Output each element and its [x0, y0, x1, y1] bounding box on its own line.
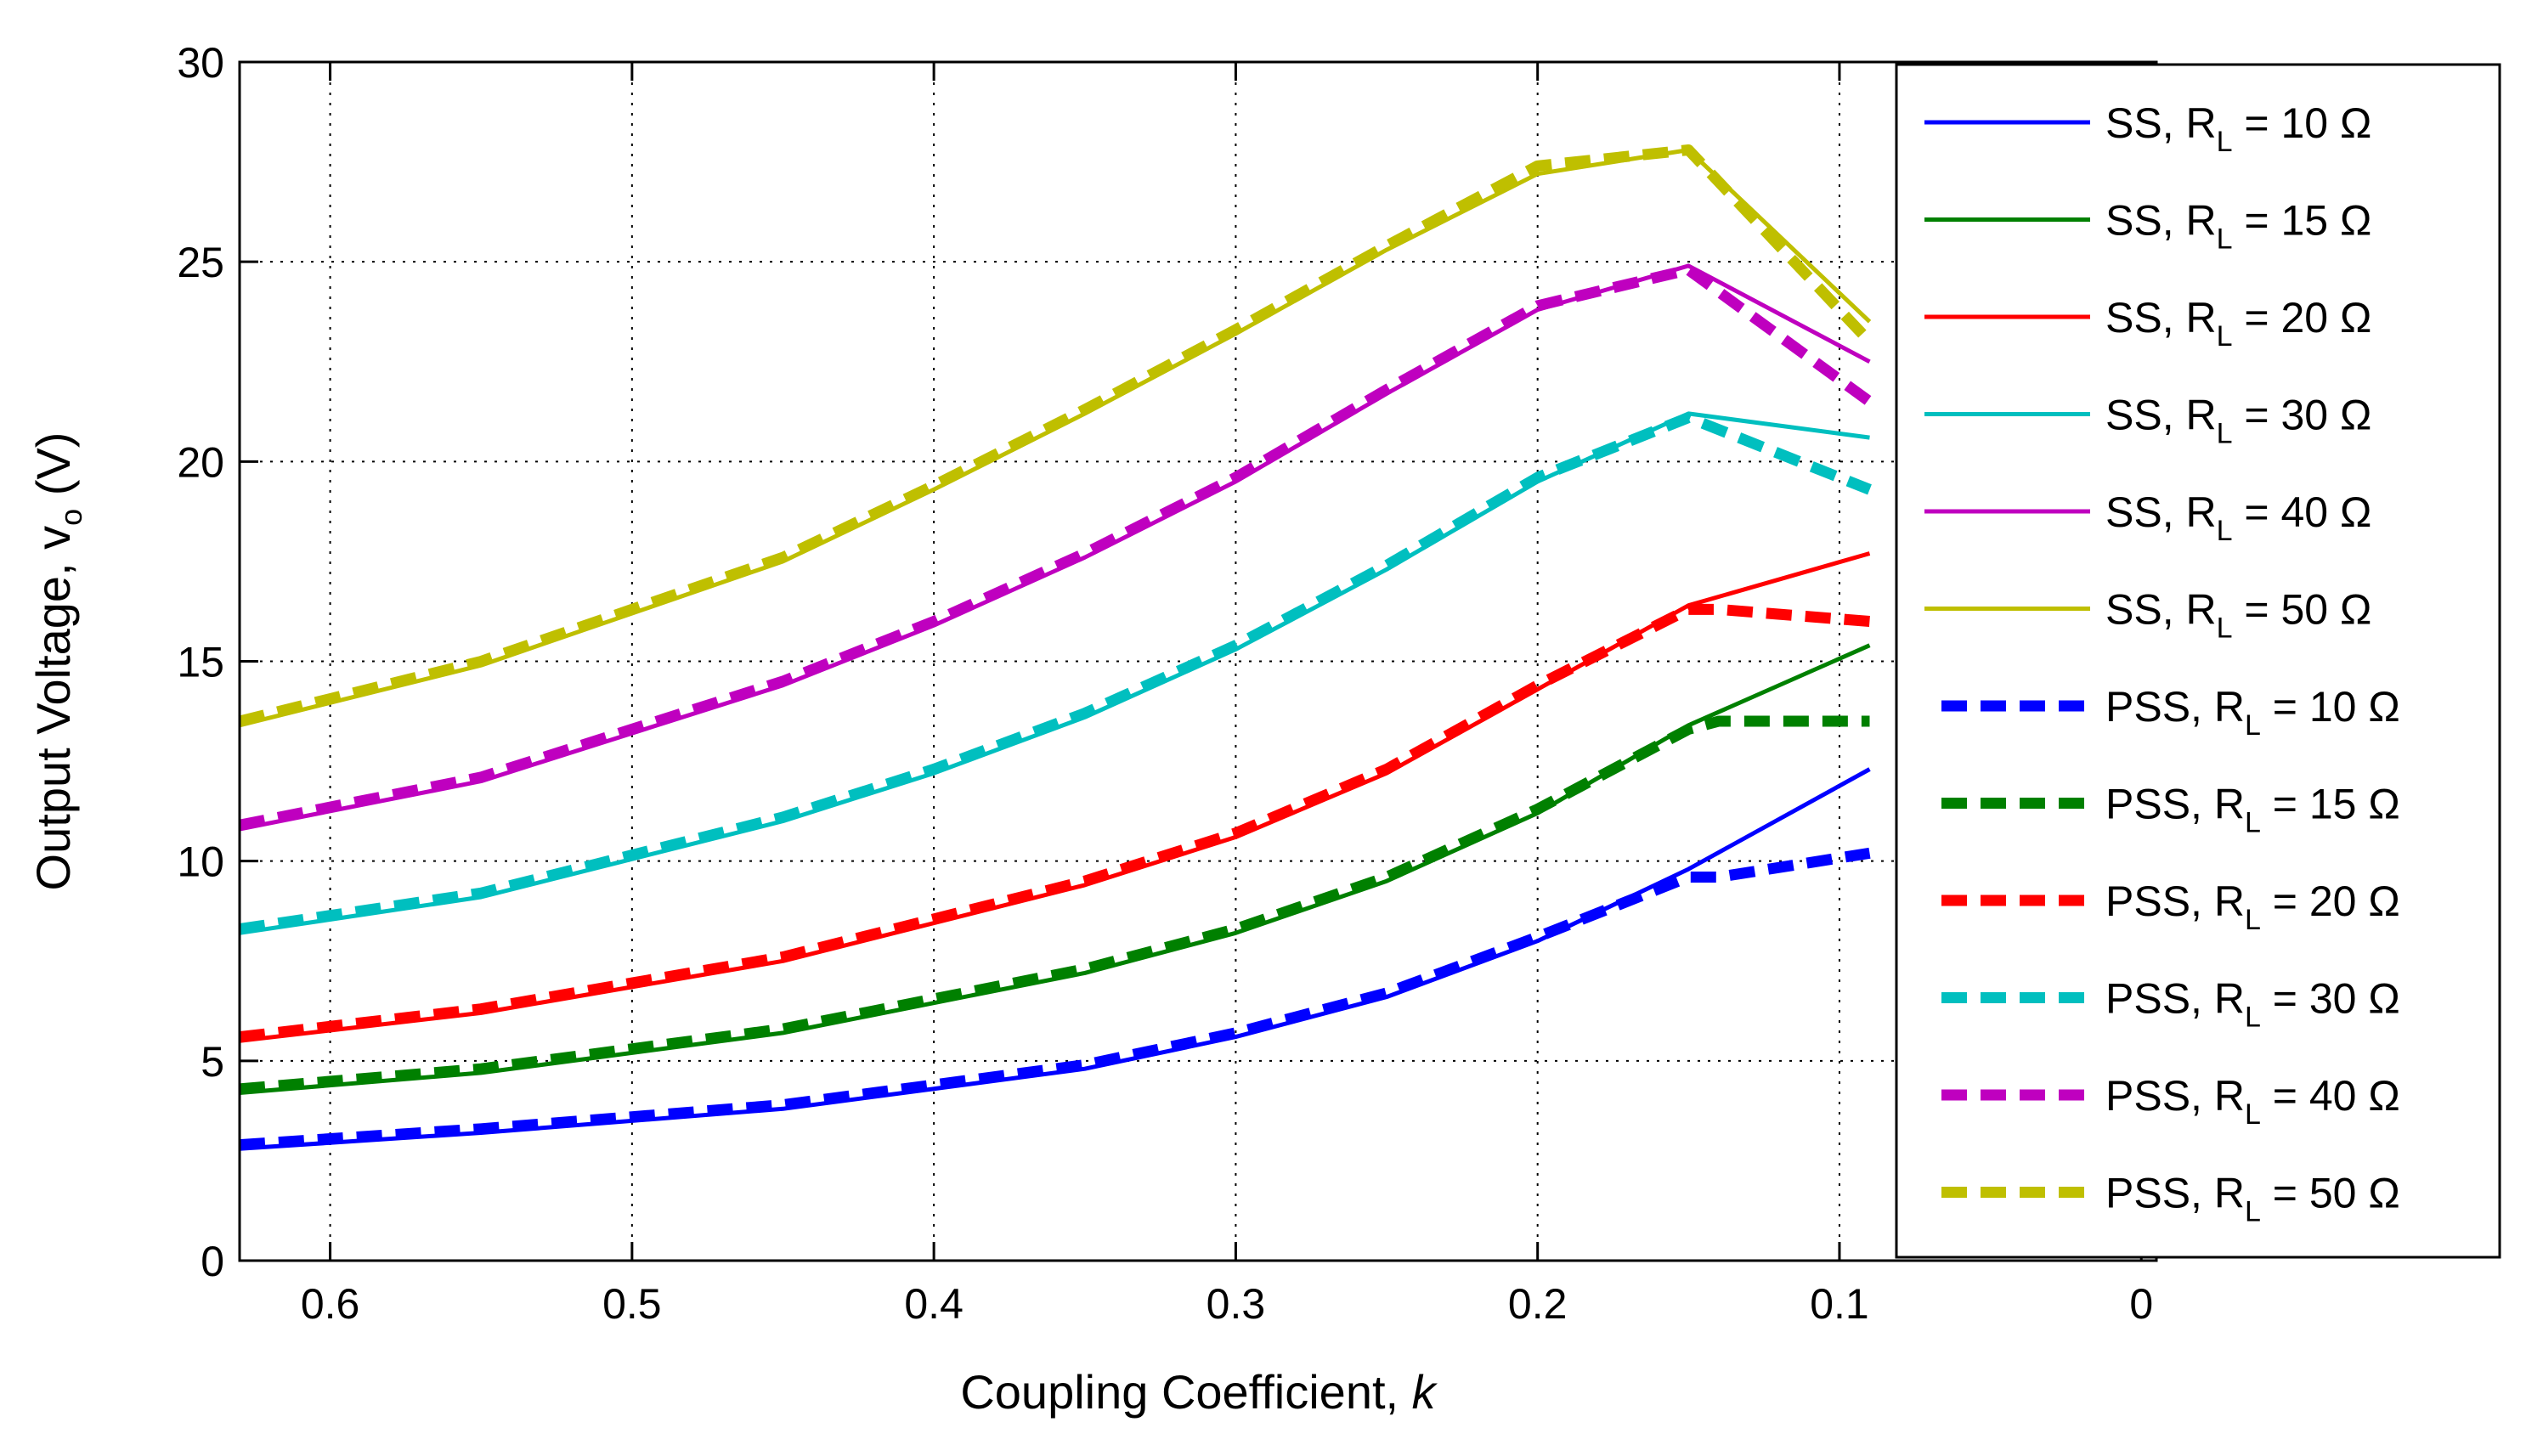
x-tick-label: 0 — [2129, 1280, 2153, 1328]
x-tick-label: 0.5 — [602, 1280, 662, 1328]
y-axis-title-subscript: o — [54, 509, 88, 526]
series-line-pss-8 — [239, 603, 1871, 1043]
y-tick-label: 30 — [177, 39, 224, 87]
x-axis-title: Coupling Coefficient, k — [960, 1365, 1438, 1419]
y-tick-label: 0 — [201, 1238, 224, 1285]
series-line-pss-7 — [239, 715, 1870, 1095]
legend: SS, RL = 10 Ω SS, RL = 15 Ω SS, RL = 20 Ω S… — [1895, 63, 2501, 1259]
y-axis-title: Output Voltage, vo (V) — [26, 432, 88, 891]
series-line-pss-9 — [239, 412, 1872, 935]
y-tick-label: 10 — [177, 838, 224, 886]
x-axis-title-text: Coupling Coefficient, — [960, 1365, 1411, 1419]
x-tick-label: 0.6 — [301, 1280, 360, 1328]
legend-label: PSS, RL = 30 Ω — [2105, 975, 2400, 1034]
legend-label: SS, RL = 10 Ω — [2105, 99, 2371, 158]
plot-lines — [238, 144, 1874, 1151]
axis-ticks: 0.6 0.5 0.4 0.3 0.2 0.1 0 0 5 10 15 20 25 30 — [177, 39, 2156, 1328]
y-tick-label: 5 — [201, 1038, 224, 1086]
legend-label: SS, RL = 15 Ω — [2105, 197, 2371, 256]
series-line-pss-6 — [239, 847, 1871, 1151]
legend-label: PSS, RL = 15 Ω — [2105, 781, 2400, 839]
x-tick-label: 0.1 — [1810, 1280, 1869, 1328]
series-line-pss-11 — [238, 144, 1874, 727]
x-tick-label: 0.3 — [1207, 1280, 1266, 1328]
series-line-pss-10 — [238, 264, 1873, 831]
legend-label: SS, RL = 50 Ω — [2105, 586, 2371, 645]
legend-label: PSS, RL = 40 Ω — [2105, 1072, 2400, 1131]
legend-label: SS, RL = 40 Ω — [2105, 488, 2371, 547]
y-tick-label: 20 — [177, 438, 224, 486]
legend-label: PSS, RL = 10 Ω — [2105, 683, 2400, 742]
legend-label: PSS, RL = 50 Ω — [2105, 1170, 2400, 1228]
x-tick-label: 0.4 — [904, 1280, 964, 1328]
legend-label: SS, RL = 20 Ω — [2105, 294, 2371, 353]
y-tick-label: 25 — [177, 239, 224, 286]
legend-label: SS, RL = 30 Ω — [2105, 392, 2371, 450]
legend-box — [1895, 63, 2501, 1259]
y-axis-title-unit: (V) — [26, 432, 80, 509]
x-tick-label: 0.2 — [1508, 1280, 1568, 1328]
y-axis-title-text: Output Voltage, v — [26, 526, 80, 891]
y-tick-label: 15 — [177, 639, 224, 686]
x-axis-title-variable: k — [1412, 1365, 1438, 1419]
legend-label: PSS, RL = 20 Ω — [2105, 878, 2400, 936]
